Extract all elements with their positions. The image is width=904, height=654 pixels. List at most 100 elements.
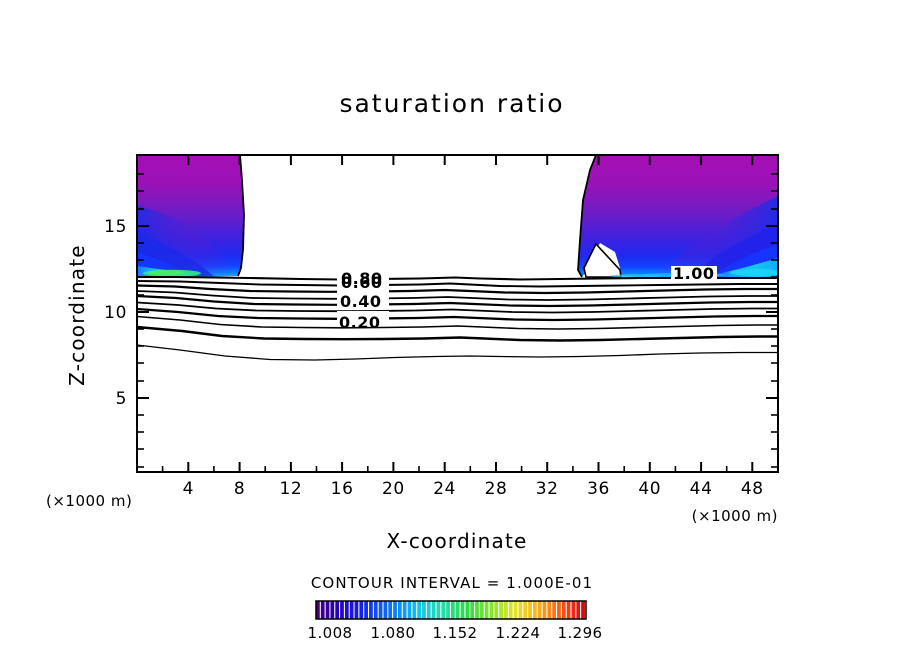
colorbar-band xyxy=(460,601,465,619)
colorbar-band xyxy=(354,601,359,619)
y-axis-label: Z-coordinate xyxy=(65,244,89,386)
colorbar-band xyxy=(489,601,494,619)
contour-interval-text: CONTOUR INTERVAL = 1.000E-01 xyxy=(311,574,593,592)
right-plume-outline xyxy=(577,155,597,278)
colorbar-band xyxy=(393,601,397,619)
colorbar-band xyxy=(532,601,537,619)
colorbar-band xyxy=(436,601,441,619)
colorbar-band xyxy=(566,601,571,619)
colorbar-band xyxy=(581,601,585,619)
colorbar-band xyxy=(552,601,557,619)
contour-0.10 xyxy=(137,344,778,361)
colorbar-band xyxy=(378,601,383,619)
colorbar-band xyxy=(557,601,561,619)
x-tick-label: 28 xyxy=(485,479,508,499)
contour-label-group: 0.80 0.60 0.40 0.20 1.00 xyxy=(337,264,717,332)
colorbar-tick-label: 1.080 xyxy=(371,624,416,642)
colorbar-band xyxy=(528,601,532,619)
y-tick-label: 5 xyxy=(116,389,127,409)
colorbar-band xyxy=(369,601,373,619)
contour-0.90 xyxy=(137,280,778,288)
contour-label-080: 0.80 xyxy=(341,269,382,288)
colorbar-band xyxy=(561,601,566,619)
plot-area: 0.80 0.60 0.40 0.20 1.00 xyxy=(46,154,779,553)
x-tick-labels: 4 8 12 16 20 24 28 32 36 40 44 48 xyxy=(183,479,764,499)
shaded-field: 0.80 0.60 0.40 0.20 1.00 xyxy=(137,155,778,361)
colorbar-tick-label: 1.008 xyxy=(308,624,353,642)
colorbar-band xyxy=(537,601,542,619)
contour-label-040: 0.40 xyxy=(340,292,381,311)
contour-0.30 xyxy=(137,315,778,330)
colorbar-band xyxy=(422,601,426,619)
x-axis-units: (×1000 m) xyxy=(692,507,778,525)
x-tick-marks xyxy=(161,155,779,472)
colorbar-band xyxy=(576,601,581,619)
colorbar-band xyxy=(407,601,412,619)
colorbar-band xyxy=(470,601,475,619)
colorbar-band xyxy=(465,601,470,619)
colorbar-band xyxy=(455,601,460,619)
colorbar-band xyxy=(344,601,349,619)
plot-frame xyxy=(136,154,779,473)
x-tick-label: 8 xyxy=(234,479,245,499)
colorbar-band xyxy=(402,601,407,619)
contour-label-100: 1.00 xyxy=(673,264,714,283)
x-axis-label: X-coordinate xyxy=(387,529,528,553)
colorbar-band xyxy=(475,601,479,619)
colorbar-band xyxy=(349,601,354,619)
x-tick-label: 40 xyxy=(638,479,661,499)
page-title: saturation ratio xyxy=(339,89,564,118)
colorbar-band xyxy=(340,601,344,619)
x-tick-label: 20 xyxy=(382,479,405,499)
colorbar-tick-label: 1.296 xyxy=(558,624,603,642)
x-tick-label: 44 xyxy=(690,479,713,499)
colorbar-band xyxy=(397,601,402,619)
colorbar-band xyxy=(373,601,378,619)
contour-label-020: 0.20 xyxy=(339,313,380,332)
contour-lines xyxy=(137,275,778,361)
colorbar-band xyxy=(499,601,503,619)
colorbar-frame xyxy=(315,600,587,620)
colorbar-band xyxy=(431,601,436,619)
colorbar-band xyxy=(484,601,489,619)
contour-0.70 xyxy=(137,290,778,301)
colorbar-band xyxy=(325,601,330,619)
colorbar-band xyxy=(417,601,422,619)
colorbar-band xyxy=(518,601,523,619)
contour-0.40 xyxy=(137,307,778,322)
y-tick-labels: 5 10 15 xyxy=(104,217,127,409)
x-tick-label: 4 xyxy=(183,479,194,499)
y-tick-label: 15 xyxy=(104,217,127,237)
colorbar-band xyxy=(571,601,576,619)
contour-0.50 xyxy=(137,301,778,314)
colorbar-band xyxy=(494,601,499,619)
x-tick-label: 24 xyxy=(433,479,456,499)
x-tick-label: 32 xyxy=(536,479,559,499)
colorbar-band xyxy=(383,601,388,619)
x-tick-label: 36 xyxy=(587,479,610,499)
contour-0.60 xyxy=(137,294,778,308)
colorbar: CONTOUR INTERVAL = 1.000E-01 1.008 1.080… xyxy=(308,574,603,642)
contour-label-060: 0.60 xyxy=(341,273,382,292)
contour-0.80 xyxy=(137,284,778,295)
colorbar-tick-labels: 1.008 1.080 1.152 1.224 1.296 xyxy=(308,624,603,642)
contour-1.00 xyxy=(137,275,778,281)
colorbar-tick-label: 1.224 xyxy=(496,624,541,642)
left-plume-outline xyxy=(237,155,245,277)
colorbar-band xyxy=(330,601,335,619)
right-plume-region xyxy=(578,155,778,278)
y-tick-label: 10 xyxy=(104,303,127,323)
x-tick-label: 12 xyxy=(279,479,302,499)
colorbar-band xyxy=(547,601,552,619)
colorbar-band xyxy=(446,601,450,619)
y-axis-units: (×1000 m) xyxy=(46,492,132,510)
contour-0.20 xyxy=(137,325,778,342)
colorbar-band xyxy=(451,601,455,619)
colorbar-band xyxy=(426,601,431,619)
colorbar-band xyxy=(412,601,417,619)
y-tick-marks xyxy=(137,173,778,468)
colorbar-band xyxy=(513,601,518,619)
colorbar-band xyxy=(364,601,368,619)
